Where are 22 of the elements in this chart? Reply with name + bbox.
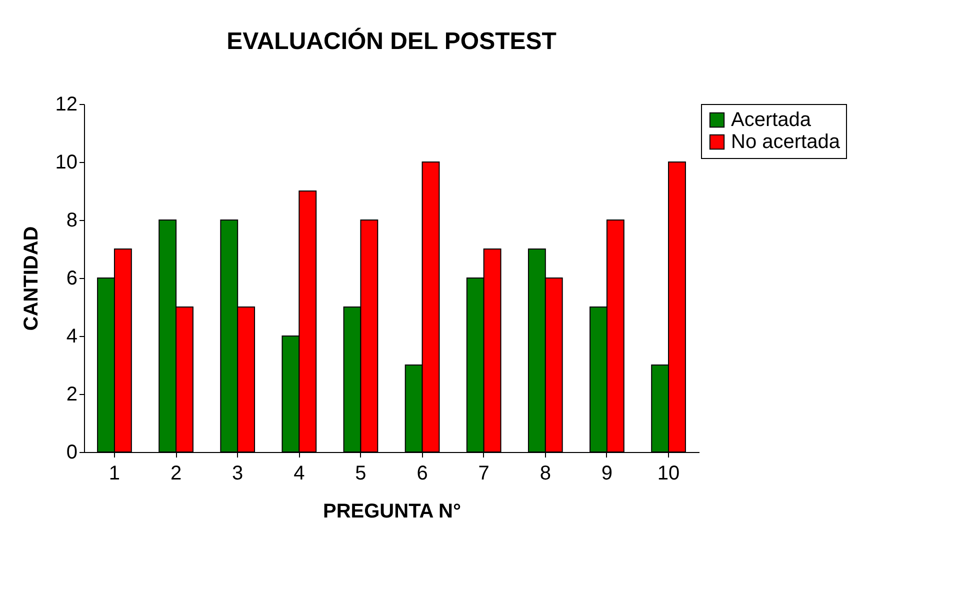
x-tick-label: 3	[232, 462, 244, 484]
x-tick-label: 9	[601, 462, 613, 484]
x-tick-label: 2	[170, 462, 182, 484]
y-tick-label: 0	[66, 442, 78, 464]
y-axis-title: CANTIDAD	[20, 226, 42, 331]
y-tick-label: 4	[66, 326, 78, 348]
x-tick-label: 6	[416, 462, 428, 484]
chart-title: EVALUACIÓN DEL POSTEST	[226, 27, 557, 55]
x-axis-title: PREGUNTA N°	[323, 500, 461, 522]
y-tick-label: 6	[66, 268, 78, 290]
x-tick-label: 7	[478, 462, 490, 484]
y-tick-label: 8	[66, 210, 78, 232]
x-tick-label: 10	[657, 462, 680, 484]
y-tick-label: 10	[55, 152, 78, 174]
x-tick-label: 1	[108, 462, 120, 484]
legend-label: No acertada	[731, 131, 841, 153]
x-tick-label: 4	[294, 462, 305, 484]
y-tick-label: 2	[66, 384, 78, 406]
y-tick-label: 12	[55, 94, 78, 116]
legend-label: Acertada	[731, 109, 812, 131]
x-tick-label: 5	[355, 462, 366, 484]
x-tick-label: 8	[540, 462, 551, 484]
